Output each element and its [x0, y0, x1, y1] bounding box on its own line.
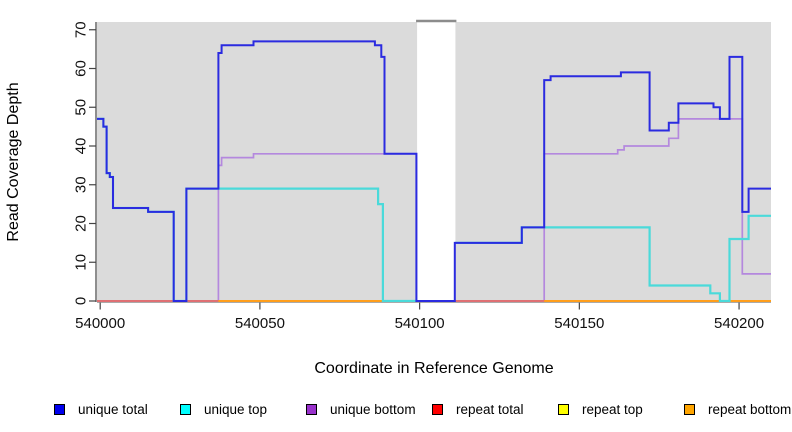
legend-item-unique-total: unique total — [54, 400, 148, 418]
legend-item-repeat-bottom: repeat bottom — [684, 400, 791, 418]
y-tick-label: 10 — [72, 254, 89, 271]
series-unique-bottom — [97, 118, 771, 302]
legend-label: repeat top — [582, 401, 643, 417]
legend-label: unique bottom — [330, 401, 416, 417]
legend-swatch-unique-top — [180, 403, 191, 415]
legend-label: repeat bottom — [708, 401, 792, 417]
y-tick-label: 70 — [72, 21, 89, 38]
legend-item-unique-top: unique top — [180, 400, 267, 418]
y-axis-title: Read Coverage Depth — [5, 82, 22, 242]
legend-swatch-unique-total — [54, 403, 65, 415]
series-unique-total — [97, 40, 771, 302]
legend-label: repeat total — [456, 401, 524, 417]
x-tick-label: 540100 — [395, 315, 445, 332]
legend-item-repeat-total: repeat total — [432, 400, 524, 418]
y-tick-label: 20 — [72, 215, 89, 232]
legend-label: unique total — [78, 401, 148, 417]
legend-label: unique top — [204, 401, 268, 417]
x-tick-label: 540150 — [554, 315, 604, 332]
y-tick-label: 50 — [72, 99, 89, 116]
no-data-gap-band — [417, 22, 456, 301]
x-tick-label: 540000 — [75, 315, 125, 332]
y-tick-label: 40 — [72, 138, 89, 155]
legend-swatch-unique-bottom — [306, 403, 317, 415]
legend-swatch-repeat-bottom — [684, 403, 695, 415]
legend: unique total unique top unique bottom repea… — [0, 400, 792, 422]
series-layer — [97, 40, 771, 303]
x-tick-label: 540200 — [714, 315, 764, 332]
x-axis-title: Coordinate in Reference Genome — [314, 360, 554, 377]
x-tick-label: 540050 — [235, 315, 285, 332]
y-tick-label: 0 — [72, 297, 89, 305]
legend-swatch-repeat-total — [432, 403, 443, 415]
y-tick-label: 30 — [72, 176, 89, 193]
legend-swatch-repeat-top — [558, 403, 569, 415]
legend-item-unique-bottom: unique bottom — [306, 400, 416, 418]
legend-item-repeat-top: repeat top — [558, 400, 643, 418]
y-tick-label: 60 — [72, 60, 89, 77]
